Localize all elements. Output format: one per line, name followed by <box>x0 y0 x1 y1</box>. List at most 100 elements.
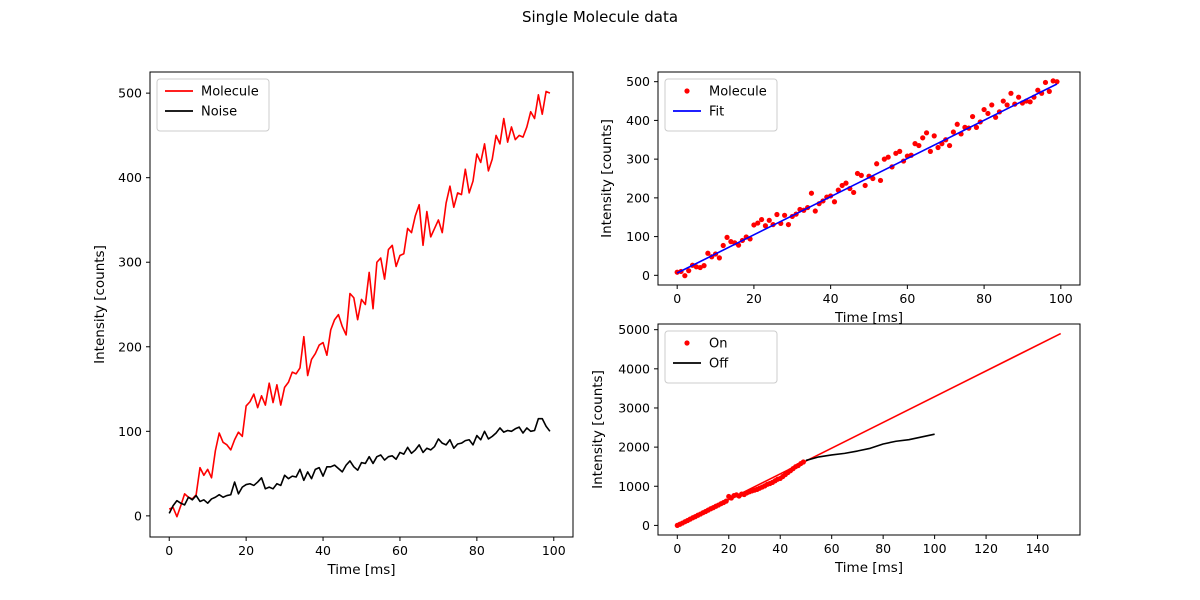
data-point <box>916 142 922 149</box>
data-point <box>682 273 688 279</box>
x-tick-label: 60 <box>824 541 840 556</box>
x-tick-label: 80 <box>976 291 992 306</box>
series-line <box>676 332 1062 527</box>
series-molecule <box>168 90 551 518</box>
y-tick-label: 5000 <box>618 322 650 337</box>
data-point <box>1042 79 1049 86</box>
series-fit <box>676 83 1058 274</box>
data-point <box>1004 102 1010 108</box>
data-point <box>877 177 884 184</box>
y-tick-label: 200 <box>626 190 650 205</box>
data-point <box>785 221 792 228</box>
x-tick-label: 0 <box>673 291 681 306</box>
chart-2: 0 20 40 60 80 100 0 100 200 300 400 500 Time [ms] Int… <box>599 71 1081 326</box>
legend-box <box>156 78 270 132</box>
x-tick-label: 0 <box>165 543 173 558</box>
chart-3: 0 20 40 60 80 100 120 140 0 1000 2000 3000 4000 5000 T… <box>590 322 1081 576</box>
legend-box <box>664 330 778 384</box>
data-point <box>1035 87 1041 93</box>
data-point <box>954 121 960 127</box>
x-axis-label: Time [ms] <box>834 560 903 576</box>
x-tick-label: 0 <box>673 541 681 556</box>
data-point <box>1054 79 1060 85</box>
data-point <box>724 234 730 240</box>
data-point <box>862 182 868 189</box>
figure-title: Single Molecule data <box>521 8 679 26</box>
data-point <box>701 263 707 269</box>
legend-swatch <box>684 88 690 94</box>
data-point <box>697 264 703 271</box>
axes-frame <box>149 71 574 538</box>
series-line <box>805 433 935 462</box>
y-tick-label: 1000 <box>618 479 650 494</box>
y-axis-label: Intensity [counts] <box>92 245 108 364</box>
data-point <box>885 154 891 160</box>
data-point <box>923 130 930 136</box>
data-point <box>927 148 933 154</box>
data-point <box>935 144 941 151</box>
y-tick-label: 100 <box>118 424 142 439</box>
series-line <box>168 417 551 514</box>
data-point <box>720 242 726 249</box>
y-tick-label: 0 <box>642 268 650 283</box>
data-point <box>705 250 711 256</box>
data-point <box>897 148 903 154</box>
x-tick-label: 80 <box>469 543 485 558</box>
legend-swatch <box>684 340 690 346</box>
data-point <box>912 141 918 147</box>
x-tick-label: 140 <box>1026 541 1050 556</box>
y-tick-label: 3000 <box>618 400 650 415</box>
data-point <box>969 113 976 120</box>
y-tick-label: 0 <box>642 518 650 533</box>
axes-frame <box>657 71 1081 286</box>
y-tick-label: 0 <box>134 508 142 523</box>
axes-frame <box>657 323 1081 536</box>
data-point <box>843 180 849 186</box>
x-tick-label: 100 <box>923 541 947 556</box>
y-axis-label: Intensity [counts] <box>590 370 606 489</box>
legend-label: Molecule <box>709 85 767 100</box>
y-tick-label: 2000 <box>618 440 650 455</box>
x-tick-label: 100 <box>542 543 566 558</box>
data-point <box>858 172 864 178</box>
data-point <box>758 216 765 223</box>
data-point <box>981 106 987 113</box>
data-point <box>839 182 845 189</box>
data-point <box>950 129 957 135</box>
data-point <box>881 156 887 162</box>
x-tick-label: 60 <box>392 543 408 558</box>
data-point <box>751 222 757 228</box>
legend-box <box>664 78 778 132</box>
data-point <box>985 110 991 117</box>
x-tick-label: 40 <box>315 543 331 558</box>
y-tick-label: 400 <box>626 113 650 128</box>
data-point <box>920 135 926 141</box>
x-tick-label: 20 <box>746 291 762 306</box>
data-point <box>870 175 876 182</box>
data-point <box>931 133 937 139</box>
data-point <box>774 211 780 218</box>
y-tick-label: 300 <box>118 255 142 270</box>
x-axis-label: Time [ms] <box>834 310 903 326</box>
x-tick-label: 40 <box>823 291 839 306</box>
y-tick-label: 500 <box>118 86 142 101</box>
legend-label: Noise <box>201 105 237 120</box>
data-point <box>1000 98 1006 104</box>
y-tick-label: 500 <box>626 74 650 89</box>
data-point <box>893 150 899 156</box>
data-point <box>989 102 995 108</box>
series-line-1 <box>676 332 1062 527</box>
y-axis-label: Intensity [counts] <box>599 119 615 238</box>
data-point <box>1046 88 1052 94</box>
y-tick-label: 4000 <box>618 361 650 376</box>
data-point <box>854 170 861 177</box>
y-tick-label: 300 <box>626 152 650 167</box>
legend-label: Molecule <box>201 85 259 100</box>
y-tick-label: 100 <box>626 229 650 244</box>
data-point <box>686 268 692 274</box>
y-tick-label: 400 <box>118 170 142 185</box>
series-line <box>676 83 1058 274</box>
y-tick-label: 200 <box>118 339 142 354</box>
